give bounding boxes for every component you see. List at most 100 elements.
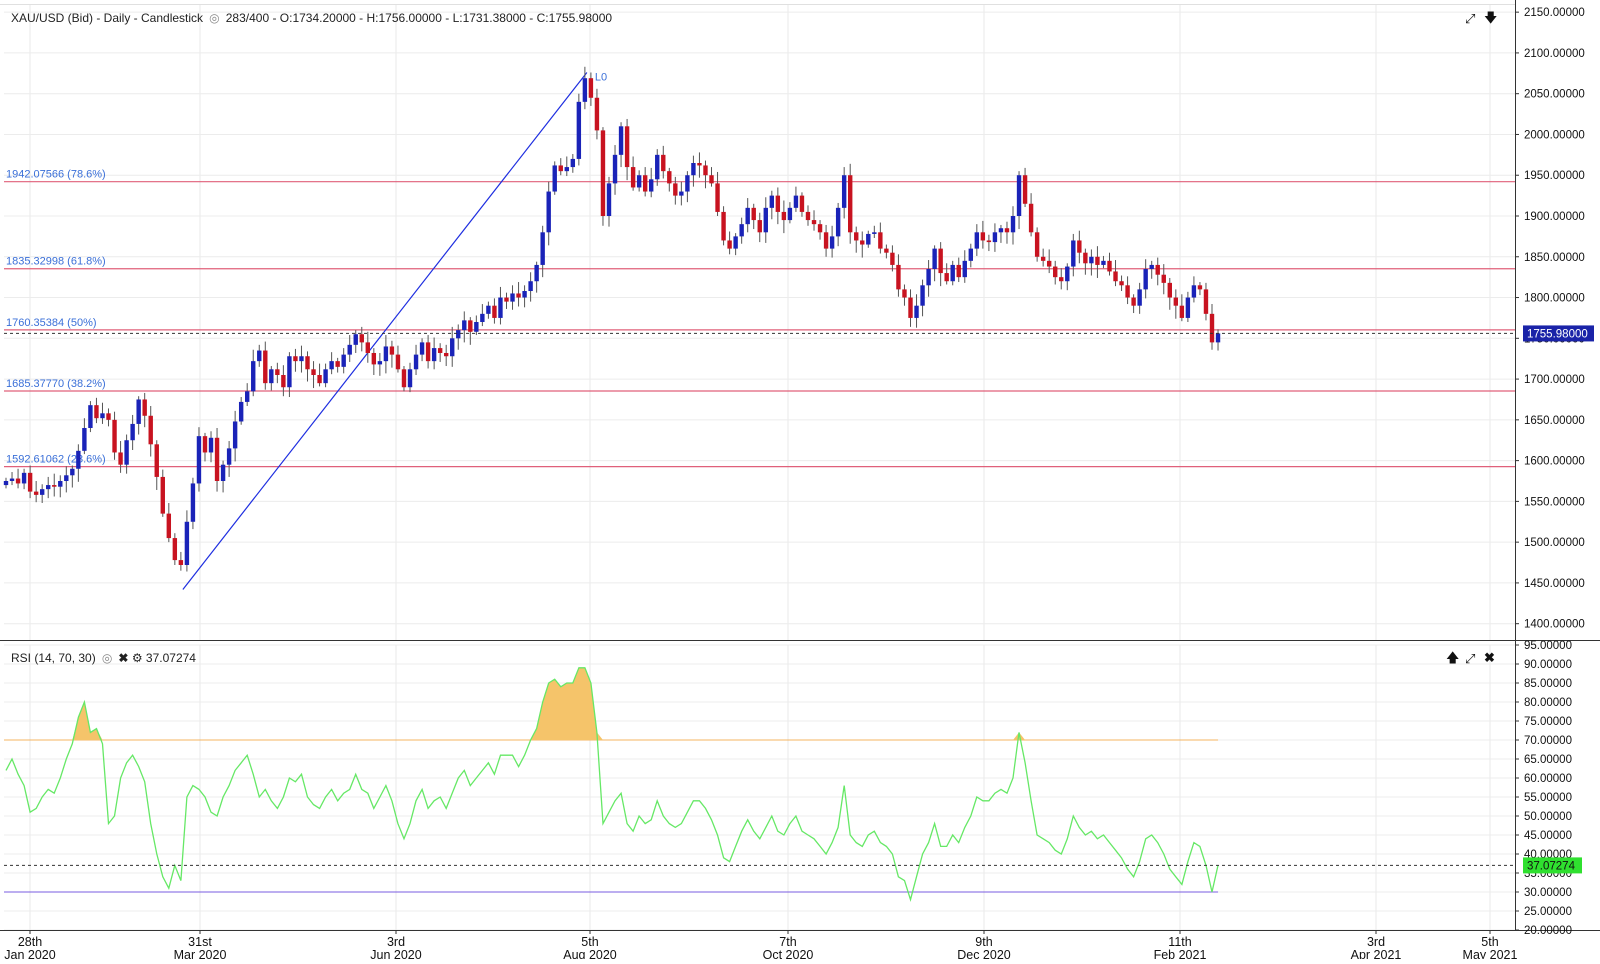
arrow-up-icon[interactable]: 🡅: [1446, 650, 1460, 665]
candle-body: [1016, 175, 1022, 216]
rsi-y-tick-label: 85.00000: [1524, 678, 1572, 690]
candle-body: [642, 175, 648, 192]
candle-body: [1034, 232, 1040, 257]
candle-body: [196, 436, 202, 484]
expand-arrows-icon[interactable]: ⤢: [1465, 651, 1476, 666]
candle-body: [926, 269, 931, 286]
candlestick-series: [3, 66, 1515, 572]
candle-body: [1167, 282, 1172, 298]
candle-body: [1071, 240, 1076, 267]
candle-body: [1149, 264, 1154, 269]
candle-body: [1173, 297, 1179, 306]
candle-body: [1179, 305, 1185, 318]
candle-body: [1143, 269, 1148, 290]
candle-body: [1137, 289, 1142, 306]
candle-body: [462, 320, 467, 331]
y-tick-label: 1700.00000: [1524, 374, 1585, 386]
rsi-y-tick-label: 20.00000: [1524, 925, 1572, 937]
candle-body: [353, 334, 358, 345]
y-tick-label: 2150.00000: [1524, 7, 1585, 19]
gear-icon[interactable]: ⚙: [131, 651, 143, 665]
y-tick-label: 2050.00000: [1524, 89, 1585, 101]
candle-body: [920, 285, 925, 306]
x-tick-label-top: 9th: [975, 935, 992, 949]
fib-label: 1685.37770 (38.2%): [6, 378, 106, 390]
candle-body: [263, 350, 268, 384]
candle-body: [817, 224, 823, 233]
eye-icon[interactable]: ◎: [209, 11, 220, 25]
candle-body: [269, 369, 274, 384]
candle-body: [450, 338, 455, 357]
y-tick-label: 1850.00000: [1524, 252, 1585, 264]
candle-body: [624, 126, 630, 168]
rsi-value: 37.07274: [145, 651, 196, 665]
candle-body: [389, 346, 395, 355]
candle-body: [992, 232, 998, 243]
x-tick-label-bottom: May 2021: [1463, 948, 1518, 959]
candle-body: [775, 195, 781, 212]
candle-body: [437, 348, 443, 353]
expand-arrows-icon[interactable]: ⤢: [1465, 11, 1476, 26]
candle-body: [570, 158, 576, 168]
candle-body: [178, 560, 184, 565]
candle-body: [124, 440, 129, 465]
candle-body: [1155, 264, 1160, 275]
candle-body: [419, 342, 425, 355]
y-tick-label: 1500.00000: [1524, 537, 1585, 549]
candle-body: [962, 260, 967, 278]
trend-line-label: L0: [595, 71, 607, 83]
candle-body: [1101, 260, 1106, 265]
candle-body: [787, 207, 793, 221]
candle-body: [733, 236, 738, 249]
close-icon[interactable]: ✖: [118, 651, 129, 665]
candle-body: [510, 293, 515, 302]
candle-body: [745, 207, 750, 225]
candle-body: [395, 354, 401, 370]
candle-body: [805, 211, 811, 221]
trend-line[interactable]: L0: [182, 71, 607, 590]
candle-body: [854, 232, 859, 241]
y-tick-label: 1400.00000: [1524, 619, 1585, 631]
candle-body: [371, 352, 377, 365]
candle-body: [1185, 297, 1191, 318]
candle-body: [82, 428, 87, 451]
candle-body: [968, 248, 973, 261]
candle-body: [112, 419, 117, 453]
y-tick-label: 1600.00000: [1524, 456, 1585, 468]
candle-body: [148, 415, 153, 445]
candle-body: [70, 468, 75, 476]
candle-body: [1107, 260, 1112, 272]
candle-body: [413, 354, 419, 370]
candle-body: [52, 485, 57, 487]
rsi-value-badge-label: 37.07274: [1527, 860, 1576, 872]
y-tick-label: 1900.00000: [1524, 211, 1585, 223]
candle-body: [33, 491, 39, 495]
fib-label: 1592.61062 (23.6%): [6, 454, 106, 466]
y-tick-label: 1450.00000: [1524, 578, 1585, 590]
candle-body: [799, 195, 805, 212]
candle-body: [516, 293, 521, 298]
candle-body: [950, 264, 955, 282]
candle-body: [1053, 266, 1058, 278]
candle-body: [88, 405, 93, 428]
rsi-overbought-fill: [72, 702, 103, 740]
candle-body: [703, 165, 708, 176]
rsi-value-badge: [1523, 857, 1582, 874]
rsi-y-tick-label: 55.00000: [1524, 792, 1572, 804]
candle-body: [679, 191, 684, 196]
candle-body: [835, 207, 841, 237]
candle-body: [317, 375, 322, 384]
arrow-down-icon[interactable]: 🡇: [1484, 10, 1498, 25]
candle-body: [190, 483, 196, 522]
candle-body: [21, 472, 27, 484]
candle-body: [1059, 277, 1064, 282]
candle-body: [956, 264, 961, 278]
candle-body: [546, 191, 551, 233]
candle-body: [1125, 285, 1130, 298]
candle-body: [823, 232, 829, 249]
eye-icon[interactable]: ◎: [101, 651, 113, 665]
y-tick-label: 1950.00000: [1524, 170, 1585, 182]
close-icon[interactable]: ✖: [1484, 650, 1495, 665]
candle-body: [673, 183, 678, 196]
